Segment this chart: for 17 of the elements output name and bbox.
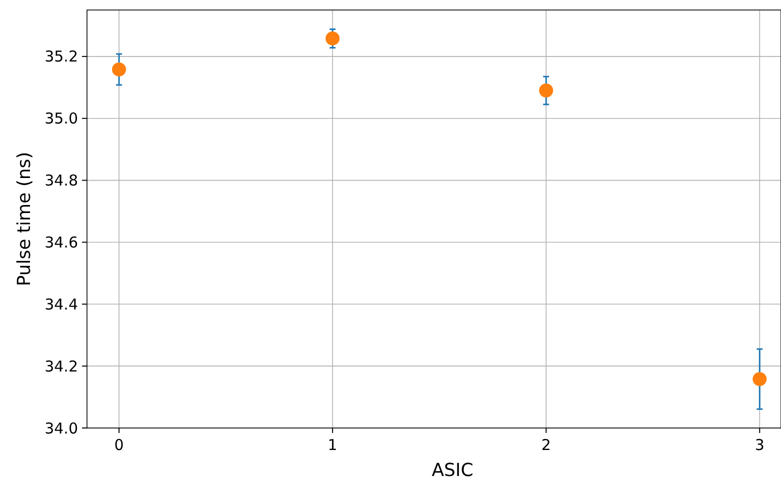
y-tick-label: 34.2 bbox=[44, 357, 78, 376]
x-axis-title: ASIC bbox=[432, 460, 474, 481]
y-tick-label: 34.4 bbox=[44, 295, 78, 314]
point bbox=[539, 84, 554, 98]
y-tick-label: 35.0 bbox=[44, 110, 78, 128]
y-tick-label: 34.6 bbox=[44, 233, 78, 252]
x-tick-label: 0 bbox=[114, 436, 124, 454]
y-tick-label: 35.2 bbox=[44, 48, 78, 66]
y-axis-title: Pulse time (ns) bbox=[14, 152, 35, 286]
y-tick-label: 34.8 bbox=[44, 172, 78, 190]
x-tick-label: 3 bbox=[754, 436, 764, 454]
y-tick-label: 34.0 bbox=[44, 419, 78, 438]
point bbox=[112, 62, 126, 76]
point bbox=[752, 372, 767, 386]
x-tick-label: 1 bbox=[328, 436, 338, 454]
x-tick-label: 2 bbox=[541, 436, 551, 454]
point bbox=[326, 32, 340, 46]
